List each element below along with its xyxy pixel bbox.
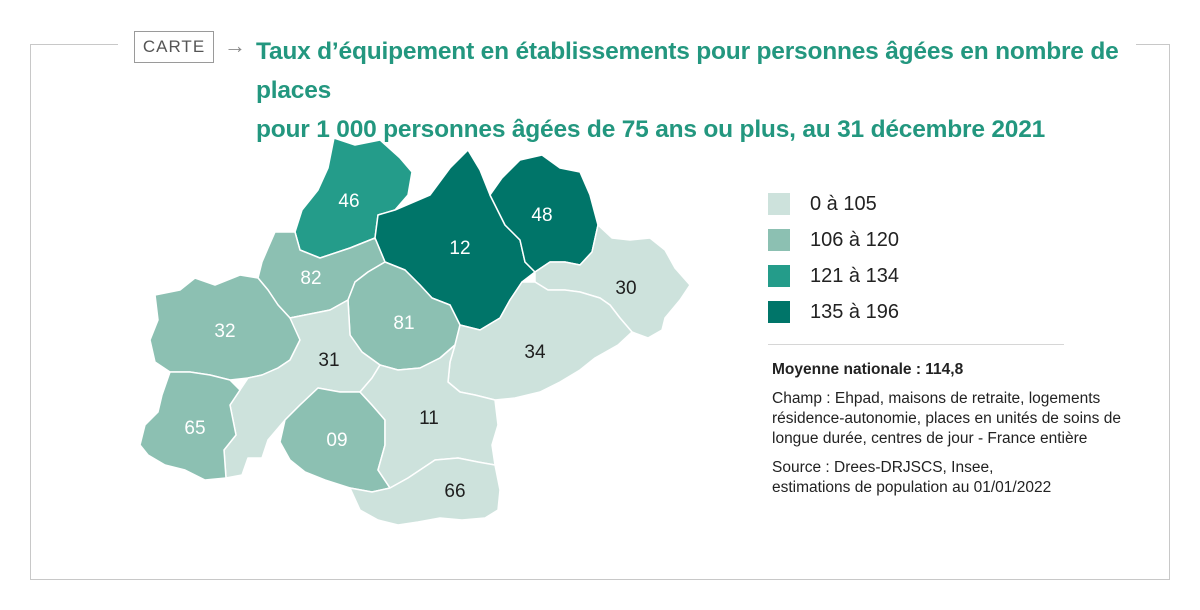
map-legend: 0 à 105 106 à 120 121 à 134 135 à 196 — [768, 186, 899, 330]
legend-divider — [768, 344, 1064, 345]
legend-item: 0 à 105 — [768, 186, 899, 222]
label-32: 32 — [214, 321, 235, 342]
department-65 — [139, 371, 241, 481]
label-09: 09 — [326, 430, 347, 451]
label-12: 12 — [449, 238, 470, 259]
label-31: 31 — [318, 350, 339, 371]
label-34: 34 — [524, 342, 546, 363]
department-31 — [223, 299, 381, 479]
legend-swatch — [768, 301, 790, 323]
map-title-line-1: Taux d’équipement en établissements pour… — [256, 38, 1119, 104]
legend-swatch — [768, 229, 790, 251]
label-65: 65 — [184, 418, 205, 439]
label-30: 30 — [615, 278, 636, 299]
label-66: 66 — [444, 481, 465, 502]
figure-type-tag: CARTE — [134, 31, 214, 63]
department-66 — [349, 457, 501, 526]
arrow-right-icon: → — [224, 33, 246, 58]
source-note: Source : Drees-DRJSCS, Insee, estimation… — [772, 458, 1152, 498]
map-title: Taux d’équipement en établissements pour… — [256, 32, 1136, 149]
legend-item: 106 à 120 — [768, 222, 899, 258]
source-line-2: estimations de population au 01/01/2022 — [772, 479, 1052, 496]
legend-item: 121 à 134 — [768, 258, 899, 294]
label-48: 48 — [531, 205, 552, 226]
legend-label: 106 à 120 — [810, 228, 899, 251]
label-81: 81 — [393, 313, 414, 334]
label-11: 11 — [419, 408, 439, 429]
legend-label: 0 à 105 — [810, 192, 877, 215]
legend-label: 135 à 196 — [810, 300, 899, 323]
legend-swatch — [768, 193, 790, 215]
map-notes: Moyenne nationale : 114,8 Champ : Ehpad,… — [772, 360, 1152, 507]
legend-label: 121 à 134 — [810, 264, 899, 287]
legend-item: 135 à 196 — [768, 294, 899, 330]
legend-swatch — [768, 265, 790, 287]
national-average: Moyenne nationale : 114,8 — [772, 361, 964, 378]
source-line-1: Source : Drees-DRJSCS, Insee, — [772, 459, 994, 476]
label-82: 82 — [300, 268, 321, 289]
label-46: 46 — [338, 191, 359, 212]
map-title-line-2: pour 1 000 personnes âgées de 75 ans ou … — [256, 116, 1046, 143]
occitanie-map: 46 12 48 82 81 30 32 31 34 65 09 11 66 — [139, 137, 691, 526]
scope-note: Champ : Ehpad, maisons de retraite, loge… — [772, 390, 1121, 447]
